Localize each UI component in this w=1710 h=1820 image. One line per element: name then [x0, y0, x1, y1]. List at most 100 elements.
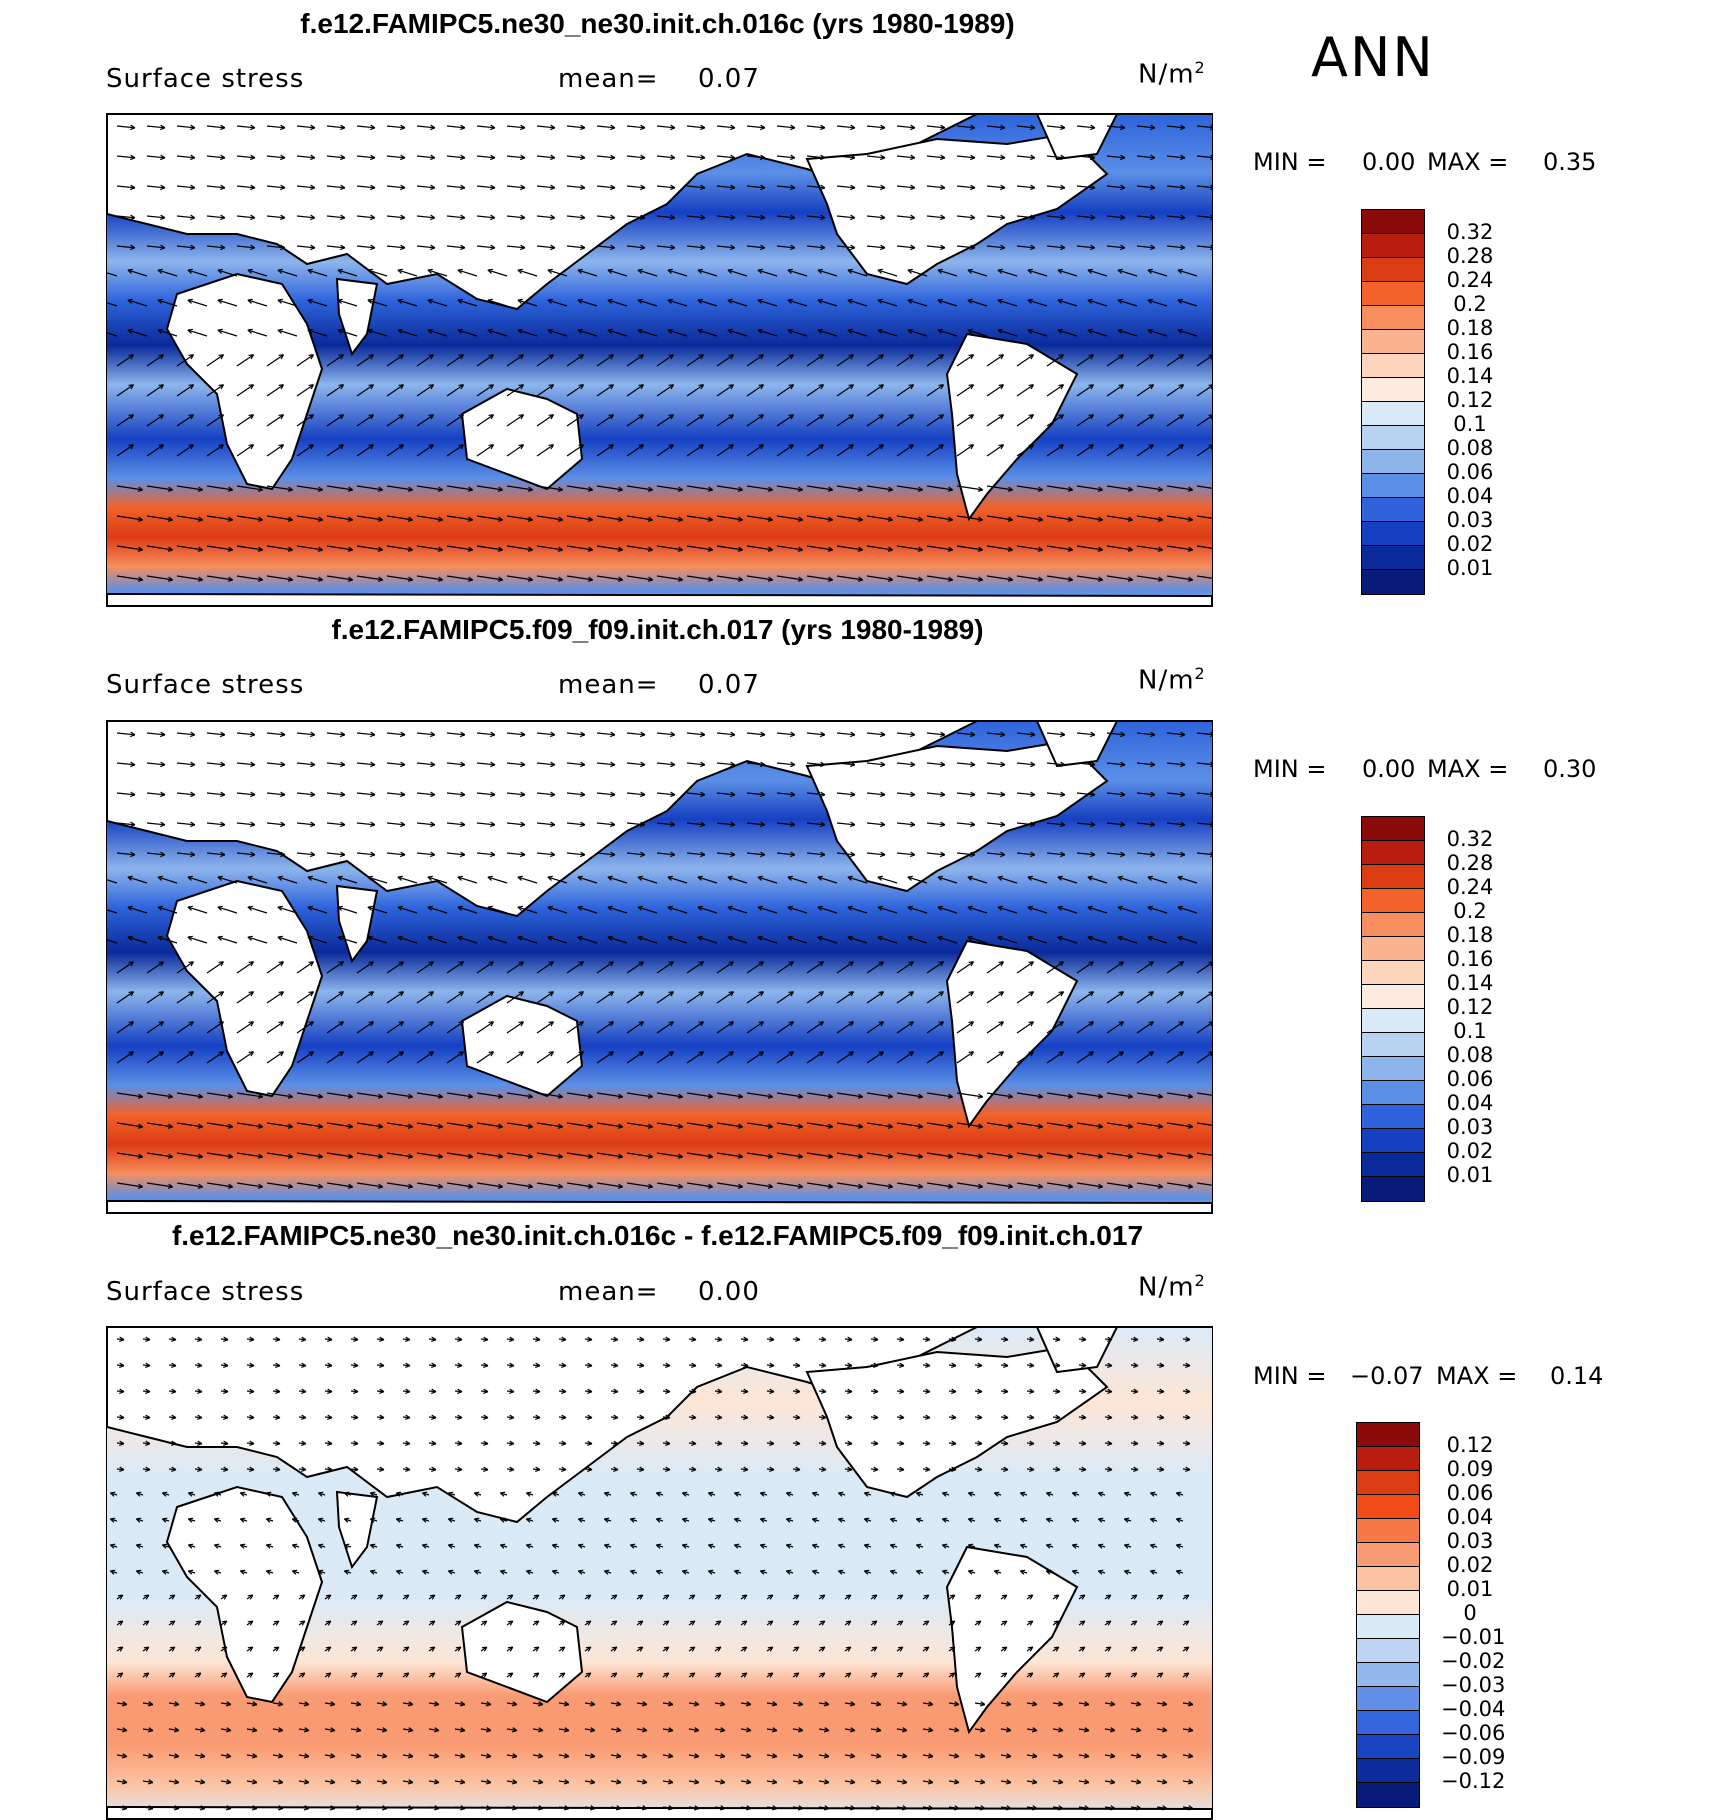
panel-2-max-label: MAX = [1427, 755, 1509, 783]
colorbar-tick-label: 0.28 [1446, 244, 1494, 268]
panel-2-mean-label: mean= [558, 670, 659, 700]
colorbar-swatch [1357, 1615, 1419, 1639]
panel-1-mean-value: 0.07 [698, 64, 760, 94]
colorbar-swatch [1362, 258, 1424, 282]
colorbar-tick-label: 0.18 [1446, 923, 1494, 947]
colorbar-swatch [1362, 985, 1424, 1009]
colorbar-swatch [1357, 1711, 1419, 1735]
panel-1-max-label: MAX = [1427, 148, 1509, 176]
colorbar-swatch [1357, 1543, 1419, 1567]
colorbar-swatch [1362, 522, 1424, 546]
colorbar-tick-label: −0.12 [1441, 1769, 1506, 1793]
colorbar-tick-label: −0.02 [1441, 1649, 1506, 1673]
colorbar-tick-label: −0.09 [1441, 1745, 1506, 1769]
panel-1-map [106, 113, 1213, 607]
colorbar-tick-label: 0.12 [1446, 1433, 1494, 1457]
panel-1-units: N/m2 [1138, 58, 1206, 90]
surface-stress-map-2 [107, 721, 1212, 1213]
panel-3-min-value: −0.07 [1350, 1362, 1424, 1390]
colorbar-tick-label: 0.08 [1446, 436, 1494, 460]
colorbar-swatch [1362, 1033, 1424, 1057]
colorbar-swatch [1362, 961, 1424, 985]
colorbar-swatch [1362, 1009, 1424, 1033]
panel-2-map [106, 720, 1213, 1214]
colorbar-tick-label: 0.02 [1446, 1553, 1494, 1577]
colorbar-swatch [1362, 937, 1424, 961]
panel-3-title: f.e12.FAMIPC5.ne30_ne30.init.ch.016c - f… [171, 1220, 1144, 1251]
colorbar-tick-label: −0.03 [1441, 1673, 1506, 1697]
colorbar-tick-label: −0.06 [1441, 1721, 1506, 1745]
colorbar-tick-label: 0.18 [1446, 316, 1494, 340]
colorbar-swatch [1357, 1423, 1419, 1447]
colorbar-swatch [1362, 841, 1424, 865]
colorbar-swatch [1357, 1687, 1419, 1711]
colorbar-tick-label: 0.1 [1453, 1019, 1487, 1043]
colorbar-tick-label: 0.01 [1446, 1163, 1494, 1187]
colorbar-tick-label: 0.03 [1446, 1115, 1494, 1139]
panel-1-min-label: MIN = [1253, 148, 1327, 176]
colorbar-swatch [1362, 234, 1424, 258]
surface-stress-map-1 [107, 114, 1212, 606]
colorbar-tick-label: 0.14 [1446, 971, 1494, 995]
colorbar-swatch [1362, 889, 1424, 913]
colorbar-tick-label: 0.32 [1446, 827, 1494, 851]
colorbar-tick-label: 0 [1463, 1601, 1477, 1625]
colorbar-tick-label: 0.12 [1446, 388, 1494, 412]
colorbar-swatch [1362, 330, 1424, 354]
colorbar-swatch [1362, 546, 1424, 570]
colorbar-swatch [1357, 1519, 1419, 1543]
colorbar-swatch [1357, 1567, 1419, 1591]
colorbar-swatch [1362, 865, 1424, 889]
colorbar-tick-label: 0.04 [1446, 1091, 1494, 1115]
colorbar-tick-label: −0.01 [1441, 1625, 1506, 1649]
colorbar-swatch [1362, 282, 1424, 306]
colorbar-swatch [1362, 306, 1424, 330]
panel-3-mean-label: mean= [558, 1277, 659, 1307]
colorbar-tick-label: 0.2 [1453, 292, 1487, 316]
colorbar-tick-label: 0.28 [1446, 851, 1494, 875]
panel-2-variable: Surface stress [106, 670, 305, 700]
panel-3-colorbar [1356, 1422, 1420, 1808]
colorbar-tick-label: 0.24 [1446, 875, 1494, 899]
colorbar-swatch [1362, 426, 1424, 450]
colorbar-tick-label: 0.16 [1446, 947, 1494, 971]
colorbar-swatch [1362, 817, 1424, 841]
panel-2-units: N/m2 [1138, 664, 1206, 696]
colorbar-tick-label: 0.02 [1446, 532, 1494, 556]
panel-3-units: N/m2 [1138, 1271, 1206, 1303]
colorbar-swatch [1362, 450, 1424, 474]
colorbar-tick-label: 0.06 [1446, 460, 1494, 484]
colorbar-tick-label: 0.02 [1446, 1139, 1494, 1163]
panel-2-colorbar [1361, 816, 1425, 1202]
colorbar-swatch [1362, 1129, 1424, 1153]
colorbar-swatch [1362, 1153, 1424, 1177]
panel-1-mean-label: mean= [558, 64, 659, 94]
panel-3-variable: Surface stress [106, 1277, 305, 1307]
colorbar-swatch [1357, 1591, 1419, 1615]
season-label: ANN [1311, 26, 1435, 89]
colorbar-tick-label: 0.06 [1446, 1481, 1494, 1505]
surface-stress-map-3 [107, 1327, 1212, 1819]
panel-1-colorbar [1361, 209, 1425, 595]
panel-3-map [106, 1326, 1213, 1820]
colorbar-swatch [1357, 1447, 1419, 1471]
colorbar-swatch [1362, 1081, 1424, 1105]
panel-2-title: f.e12.FAMIPC5.f09_f09.init.ch.017 (yrs 1… [331, 614, 984, 645]
colorbar-tick-label: 0.06 [1446, 1067, 1494, 1091]
colorbar-swatch [1362, 210, 1424, 234]
colorbar-tick-label: 0.16 [1446, 340, 1494, 364]
panel-1-max-value: 0.35 [1543, 148, 1597, 176]
panel-2-mean-value: 0.07 [698, 670, 760, 700]
panel-2-max-value: 0.30 [1543, 755, 1597, 783]
panel-1-title: f.e12.FAMIPC5.ne30_ne30.init.ch.016c (yr… [300, 8, 1015, 39]
panel-1-variable: Surface stress [106, 64, 305, 94]
colorbar-swatch [1357, 1639, 1419, 1663]
colorbar-swatch [1357, 1471, 1419, 1495]
colorbar-tick-label: 0.24 [1446, 268, 1494, 292]
colorbar-tick-label: 0.03 [1446, 1529, 1494, 1553]
panel-3-max-label: MAX = [1436, 1362, 1518, 1390]
colorbar-swatch [1357, 1663, 1419, 1687]
colorbar-swatch [1362, 913, 1424, 937]
panel-2-min-value: 0.00 [1362, 755, 1416, 783]
panel-1-min-value: 0.00 [1362, 148, 1416, 176]
